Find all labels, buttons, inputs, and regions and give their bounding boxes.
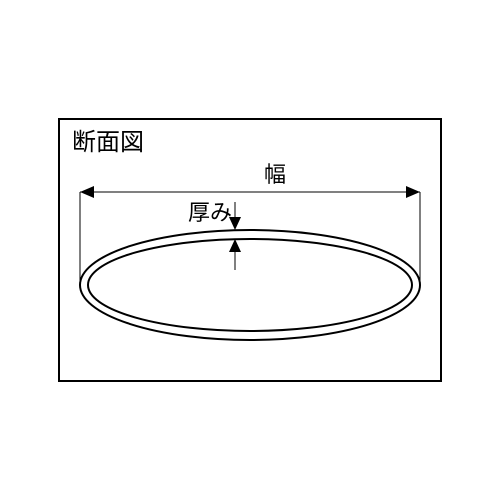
thickness-label: 厚み [188, 200, 232, 225]
cross-section-diagram-svg: 断面図 幅 厚み [60, 120, 440, 380]
width-dimension: 幅 [80, 162, 420, 285]
thickness-dimension: 厚み [188, 200, 241, 270]
tube-inner-ellipse [88, 239, 412, 331]
diagram-title: 断面図 [72, 129, 144, 156]
diagram-frame: 断面図 幅 厚み [58, 118, 442, 382]
width-label: 幅 [264, 162, 286, 187]
tube-outer-ellipse [80, 230, 420, 340]
